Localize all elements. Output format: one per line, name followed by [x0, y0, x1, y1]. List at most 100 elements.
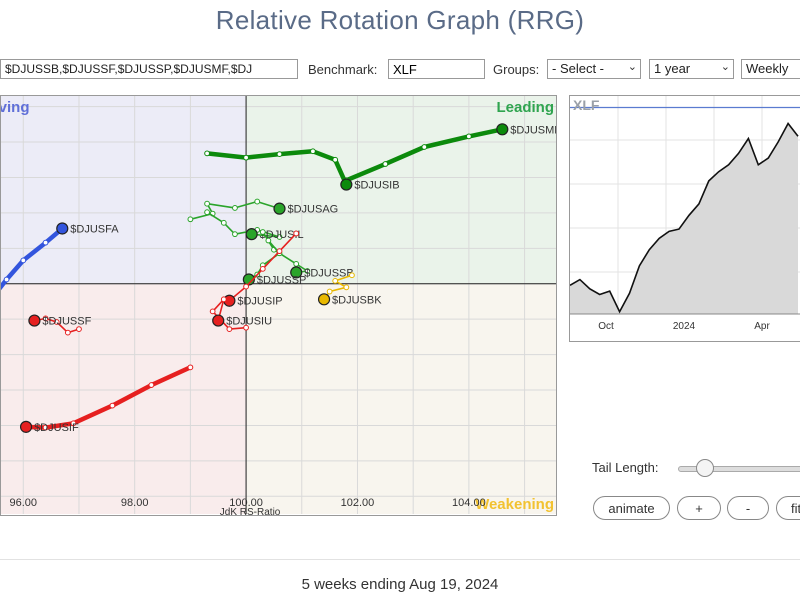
head-point [340, 178, 353, 191]
benchmark-x-tick-label: Oct [598, 321, 614, 332]
period-select-value: 1 year [654, 61, 691, 76]
x-tick-label: 98.00 [121, 497, 149, 509]
head-point [242, 273, 255, 286]
frequency-select-value: Weekly [746, 61, 789, 76]
benchmark-area [570, 123, 798, 314]
tail-point [265, 237, 272, 244]
tail-point [332, 156, 339, 163]
page-title: Relative Rotation Graph (RRG) [215, 5, 585, 35]
head-point [212, 314, 225, 327]
x-tick-label: 96.00 [10, 497, 38, 509]
tail-point [187, 216, 194, 223]
tail-point [20, 257, 27, 264]
quadrant-label-improving: Improving [1, 99, 30, 116]
benchmark-label: Benchmark: [308, 62, 378, 77]
frequency-select[interactable]: Weekly [741, 59, 800, 79]
head-point [19, 420, 33, 433]
tail-point [243, 154, 249, 161]
tail-point [53, 319, 60, 325]
animate-button[interactable]: animate [593, 496, 670, 520]
tail-point [76, 326, 82, 332]
series-label: $DJUSFA [70, 223, 119, 235]
tail-point [220, 219, 227, 226]
tail-length-slider-track[interactable] [678, 466, 800, 472]
benchmark-title: XLF [573, 97, 600, 113]
series-label: $DJUSSP [257, 274, 307, 286]
tail-length-label: Tail Length: [592, 460, 659, 475]
tail-point [232, 205, 238, 211]
tail-point [293, 230, 300, 237]
tail-point [293, 261, 300, 267]
head-point [245, 228, 258, 241]
head-point [317, 293, 331, 306]
series-label: $DJUSBK [332, 294, 382, 306]
series-label: $DJUSIB [354, 180, 399, 192]
tail-point [421, 144, 428, 150]
symbols-input[interactable] [0, 59, 298, 79]
head-point [290, 266, 303, 279]
head-point [496, 123, 509, 136]
benchmark-input[interactable] [388, 59, 485, 79]
tail-point [465, 133, 472, 140]
x-tick-label: 102.00 [341, 497, 375, 509]
tail-point [276, 151, 283, 157]
tail-point [382, 161, 389, 167]
groups-select-value: - Select - [552, 61, 605, 76]
tail-point [204, 209, 210, 216]
rrg-plot-area: Leading Weakening Improving $DJUSMF $DJUSIB $… [0, 95, 557, 516]
tail-point [187, 364, 194, 371]
series-label: $DJUSIF [34, 422, 79, 434]
tail-point [109, 402, 116, 409]
benchmark-line [570, 122, 799, 314]
tail-point [343, 284, 350, 291]
footer-period-text: 5 weeks ending Aug 19, 2024 [301, 576, 499, 593]
x-tick-label: 104.00 [452, 497, 486, 509]
quadrant-label-weakening: Weakening [475, 496, 554, 513]
tail-point [349, 272, 355, 279]
tail-point [276, 248, 283, 255]
tail-point [226, 326, 233, 332]
controls-bar: Benchmark: Groups: - Select - ⌄ 1 year ⌄… [0, 58, 800, 84]
head-point [56, 222, 69, 235]
divider [0, 559, 800, 560]
tail-point [243, 324, 249, 331]
tail-point [310, 148, 316, 155]
groups-select[interactable]: - Select - ⌄ [547, 59, 641, 79]
quadrant-label-leading: Leading [496, 99, 554, 116]
improving-quadrant [1, 96, 247, 284]
weakening-quadrant [246, 283, 556, 514]
tail-point [209, 308, 216, 315]
tail-line [204, 149, 349, 187]
series-label: $DJUSIU [226, 316, 272, 328]
tail-point [204, 200, 210, 207]
tail-point [243, 283, 249, 290]
chevron-down-icon: ⌄ [720, 61, 730, 73]
zoom-in-button[interactable]: + [677, 496, 721, 520]
fit-button[interactable]: fit [776, 496, 800, 520]
tail-point [70, 420, 77, 427]
x-tick-label: 100.00 [229, 497, 263, 509]
benchmark-chart: XLF Oct 2024 Apr [570, 96, 800, 332]
series-label: $DJUSAG [288, 204, 339, 216]
tail-point [204, 150, 210, 157]
tail-length-slider-thumb[interactable] [696, 459, 714, 477]
period-select[interactable]: 1 year ⌄ [649, 59, 734, 79]
head-point [28, 314, 41, 327]
tail-point [254, 198, 261, 205]
tail-point [42, 239, 49, 246]
tail-point [259, 229, 266, 235]
head-point [273, 202, 286, 215]
tail-point [148, 382, 155, 388]
tail-point [326, 288, 333, 295]
rrg-chart: Leading Weakening Improving $DJUSMF $DJUSIB $… [1, 96, 557, 515]
series-label: $DJUSSB [304, 267, 354, 279]
series-label: $DJUSMF [510, 124, 557, 136]
zoom-out-button[interactable]: - [727, 496, 769, 520]
tail-point [3, 276, 10, 283]
benchmark-x-tick-label: Apr [754, 321, 770, 332]
tail-line [23, 365, 193, 430]
benchmark-chart-area: XLF Oct 2024 Apr [569, 95, 800, 342]
tail-point [232, 231, 238, 238]
tail-point [220, 296, 227, 303]
tail-point [276, 234, 283, 240]
